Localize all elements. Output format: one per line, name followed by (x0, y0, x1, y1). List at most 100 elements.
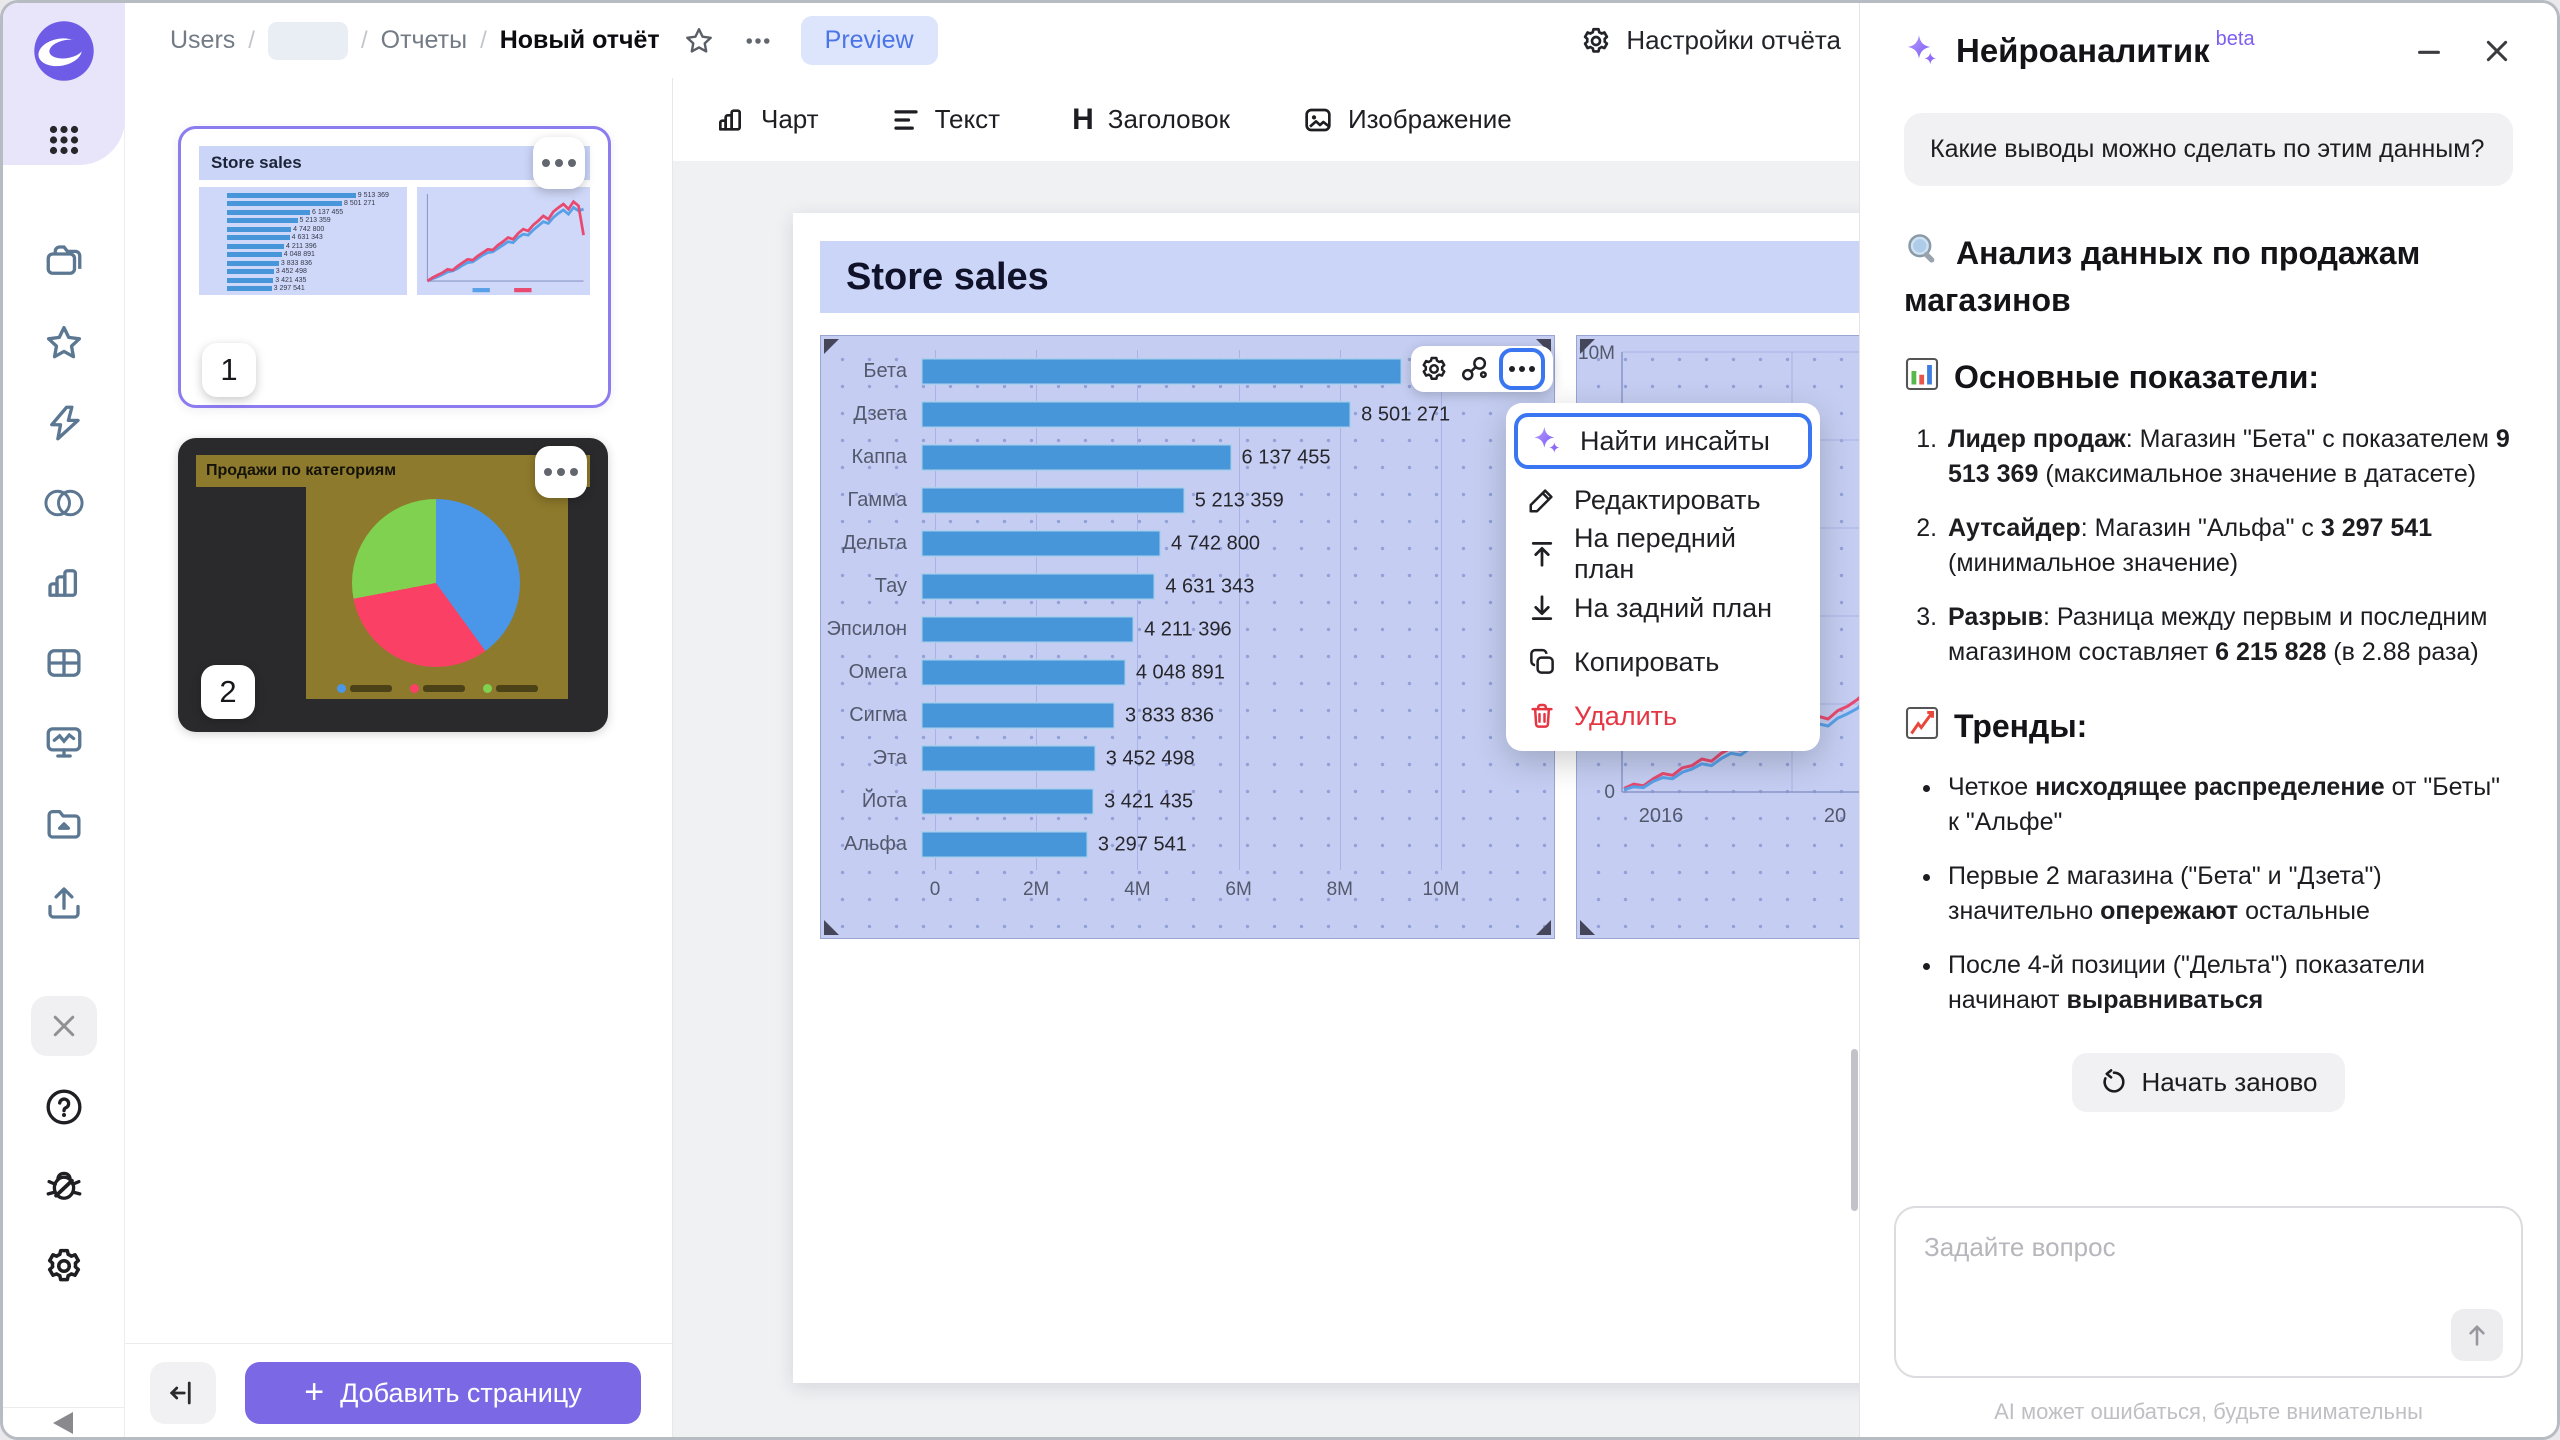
breadcrumb-users[interactable]: Users (170, 26, 236, 54)
insert-text-label: Текст (934, 104, 1001, 134)
star-icon[interactable] (43, 322, 85, 364)
insert-heading-label: Заголовок (1107, 104, 1230, 134)
thumbnail-1-bar-chart: 9 513 369 8 501 271 6 137 455 5 213 359 4 74… (199, 187, 407, 295)
restart-button[interactable]: Начать заново (2071, 1052, 2346, 1112)
resize-handle[interactable] (1580, 339, 1595, 354)
send-button[interactable] (2451, 1309, 2503, 1361)
monitor-pulse-icon[interactable] (42, 721, 86, 763)
add-page-label: Добавить страницу (340, 1377, 582, 1408)
resize-handle[interactable] (824, 920, 839, 935)
page-2-badge[interactable]: 2 (201, 665, 255, 719)
page-thumbnail-2[interactable]: Продажи по категориям 2 (178, 438, 608, 732)
bar-category-label: Бета (863, 360, 907, 382)
close-icon[interactable] (31, 996, 97, 1056)
menu-item-find-insights[interactable]: Найти инсайты (1514, 413, 1812, 469)
x-tick-label: 0 (929, 879, 941, 900)
report-settings-button[interactable]: Настройки отчёта (1580, 25, 1841, 57)
legend-dot-pink (409, 684, 419, 693)
user-question-bubble: Какие выводы можно сделать по этим данны… (1904, 113, 2513, 186)
gear-icon (1584, 27, 1609, 53)
bar (921, 788, 1095, 815)
bar-value-label: 4 742 800 (1170, 532, 1260, 554)
collapse-icon[interactable] (51, 1412, 77, 1434)
bar (921, 659, 1126, 686)
lightning-icon[interactable] (43, 402, 85, 444)
bar-value-label: 3 833 836 (1124, 704, 1214, 726)
bar (921, 487, 1185, 514)
resize-handle[interactable] (1580, 920, 1595, 935)
pie-legend (306, 684, 568, 693)
apps-grid-icon[interactable] (46, 122, 82, 158)
panel-title: Нейроаналитик (1956, 32, 2210, 69)
insert-text-button[interactable]: Текст (891, 104, 1000, 135)
question-input[interactable] (1894, 1206, 2523, 1378)
widget-more-button-active[interactable] (1499, 348, 1545, 390)
bar-row: Тау 4 631 343 (821, 565, 1554, 608)
resize-handle[interactable] (824, 339, 839, 354)
insert-image-label: Изображение (1347, 104, 1512, 134)
heading-h-icon: H (1072, 102, 1094, 136)
bar-row: Дельта 4 742 800 (821, 522, 1554, 565)
x-tick-label: 2M (1022, 879, 1050, 900)
folder-icon[interactable] (43, 802, 85, 844)
menu-item-send-to-back[interactable]: На задний план (1506, 581, 1820, 635)
page-thumbnail-1[interactable]: Store sales 9 513 369 8 501 271 6 137 455 5… (178, 126, 611, 408)
page-2-menu-button[interactable] (535, 446, 587, 498)
widget-settings-icon[interactable] (1419, 354, 1449, 384)
thumbnail-2-pie-chart (306, 487, 568, 699)
bug-icon[interactable] (43, 1165, 85, 1207)
bar-category-label: Тау (874, 575, 907, 597)
insert-heading-button[interactable]: H Заголовок (1072, 104, 1230, 135)
settings-gear-icon[interactable] (43, 1245, 85, 1287)
collapse-pages-panel-button[interactable] (150, 1362, 216, 1424)
page-1-menu-button[interactable] (533, 137, 585, 189)
chart-icon (719, 108, 741, 131)
more-actions-icon[interactable] (743, 26, 773, 56)
metrics-heading-text: Основные показатели: (1954, 359, 2320, 396)
insert-chart-button[interactable]: Чарт (715, 104, 819, 136)
bar-row: Йота 3 421 435 (821, 780, 1554, 823)
breadcrumb-hidden-item[interactable] (267, 21, 348, 60)
x-tick-label: 6M (1225, 879, 1252, 900)
help-icon[interactable] (44, 1087, 84, 1127)
favorite-star-icon[interactable] (683, 25, 715, 57)
top-bar: Users / / Отчеты / Новый отчёт Preview Н… (125, 3, 1865, 78)
insert-image-button[interactable]: Изображение (1302, 104, 1512, 136)
menu-item-bring-to-front[interactable]: На передний план (1506, 523, 1820, 584)
beta-badge: beta (2215, 27, 2255, 50)
add-page-button[interactable]: + Добавить страницу (245, 1362, 641, 1424)
preview-button[interactable]: Preview (800, 16, 938, 65)
menu-item-label: На задний план (1574, 592, 1773, 623)
kpi-item: Разрыв: Разница между первым и последним… (1944, 600, 2513, 671)
close-panel-icon[interactable] (2481, 35, 2513, 67)
page-title-banner[interactable]: Store sales (820, 241, 1865, 313)
bar-value-label: 6 137 455 (1241, 446, 1331, 468)
widget-relations-icon[interactable] (1459, 354, 1489, 384)
menu-item-delete[interactable]: Удалить (1506, 689, 1820, 743)
page-1-badge[interactable]: 1 (202, 343, 256, 397)
bar-row: Эта 3 452 498 (821, 737, 1554, 780)
vertical-scrollbar[interactable] (1851, 1049, 1858, 1211)
venn-circles-icon[interactable] (42, 486, 86, 520)
upload-icon[interactable] (43, 882, 85, 924)
table-icon[interactable] (43, 642, 85, 684)
report-settings-label: Настройки отчёта (1626, 25, 1841, 55)
thumbnail-2-title: Продажи по категориям (196, 455, 590, 487)
thumbnail-1-charts: 9 513 369 8 501 271 6 137 455 5 213 359 4 74… (199, 187, 590, 295)
menu-item-copy[interactable]: Копировать (1506, 635, 1820, 689)
menu-item-edit[interactable]: Редактировать (1506, 473, 1820, 527)
sparkle-icon (1907, 35, 1937, 65)
chart-icon[interactable] (43, 562, 85, 604)
minimize-panel-icon[interactable] (2413, 35, 2445, 67)
datalens-logo-icon[interactable] (33, 20, 95, 82)
resize-handle[interactable] (1536, 920, 1551, 935)
insert-chart-label: Чарт (761, 104, 819, 134)
folders-icon[interactable] (43, 240, 85, 282)
bar (921, 831, 1088, 858)
pages-panel: Store sales 9 513 369 8 501 271 6 137 455 5… (125, 78, 673, 1437)
breadcrumb-reports[interactable]: Отчеты (380, 26, 468, 54)
bar (921, 401, 1352, 428)
